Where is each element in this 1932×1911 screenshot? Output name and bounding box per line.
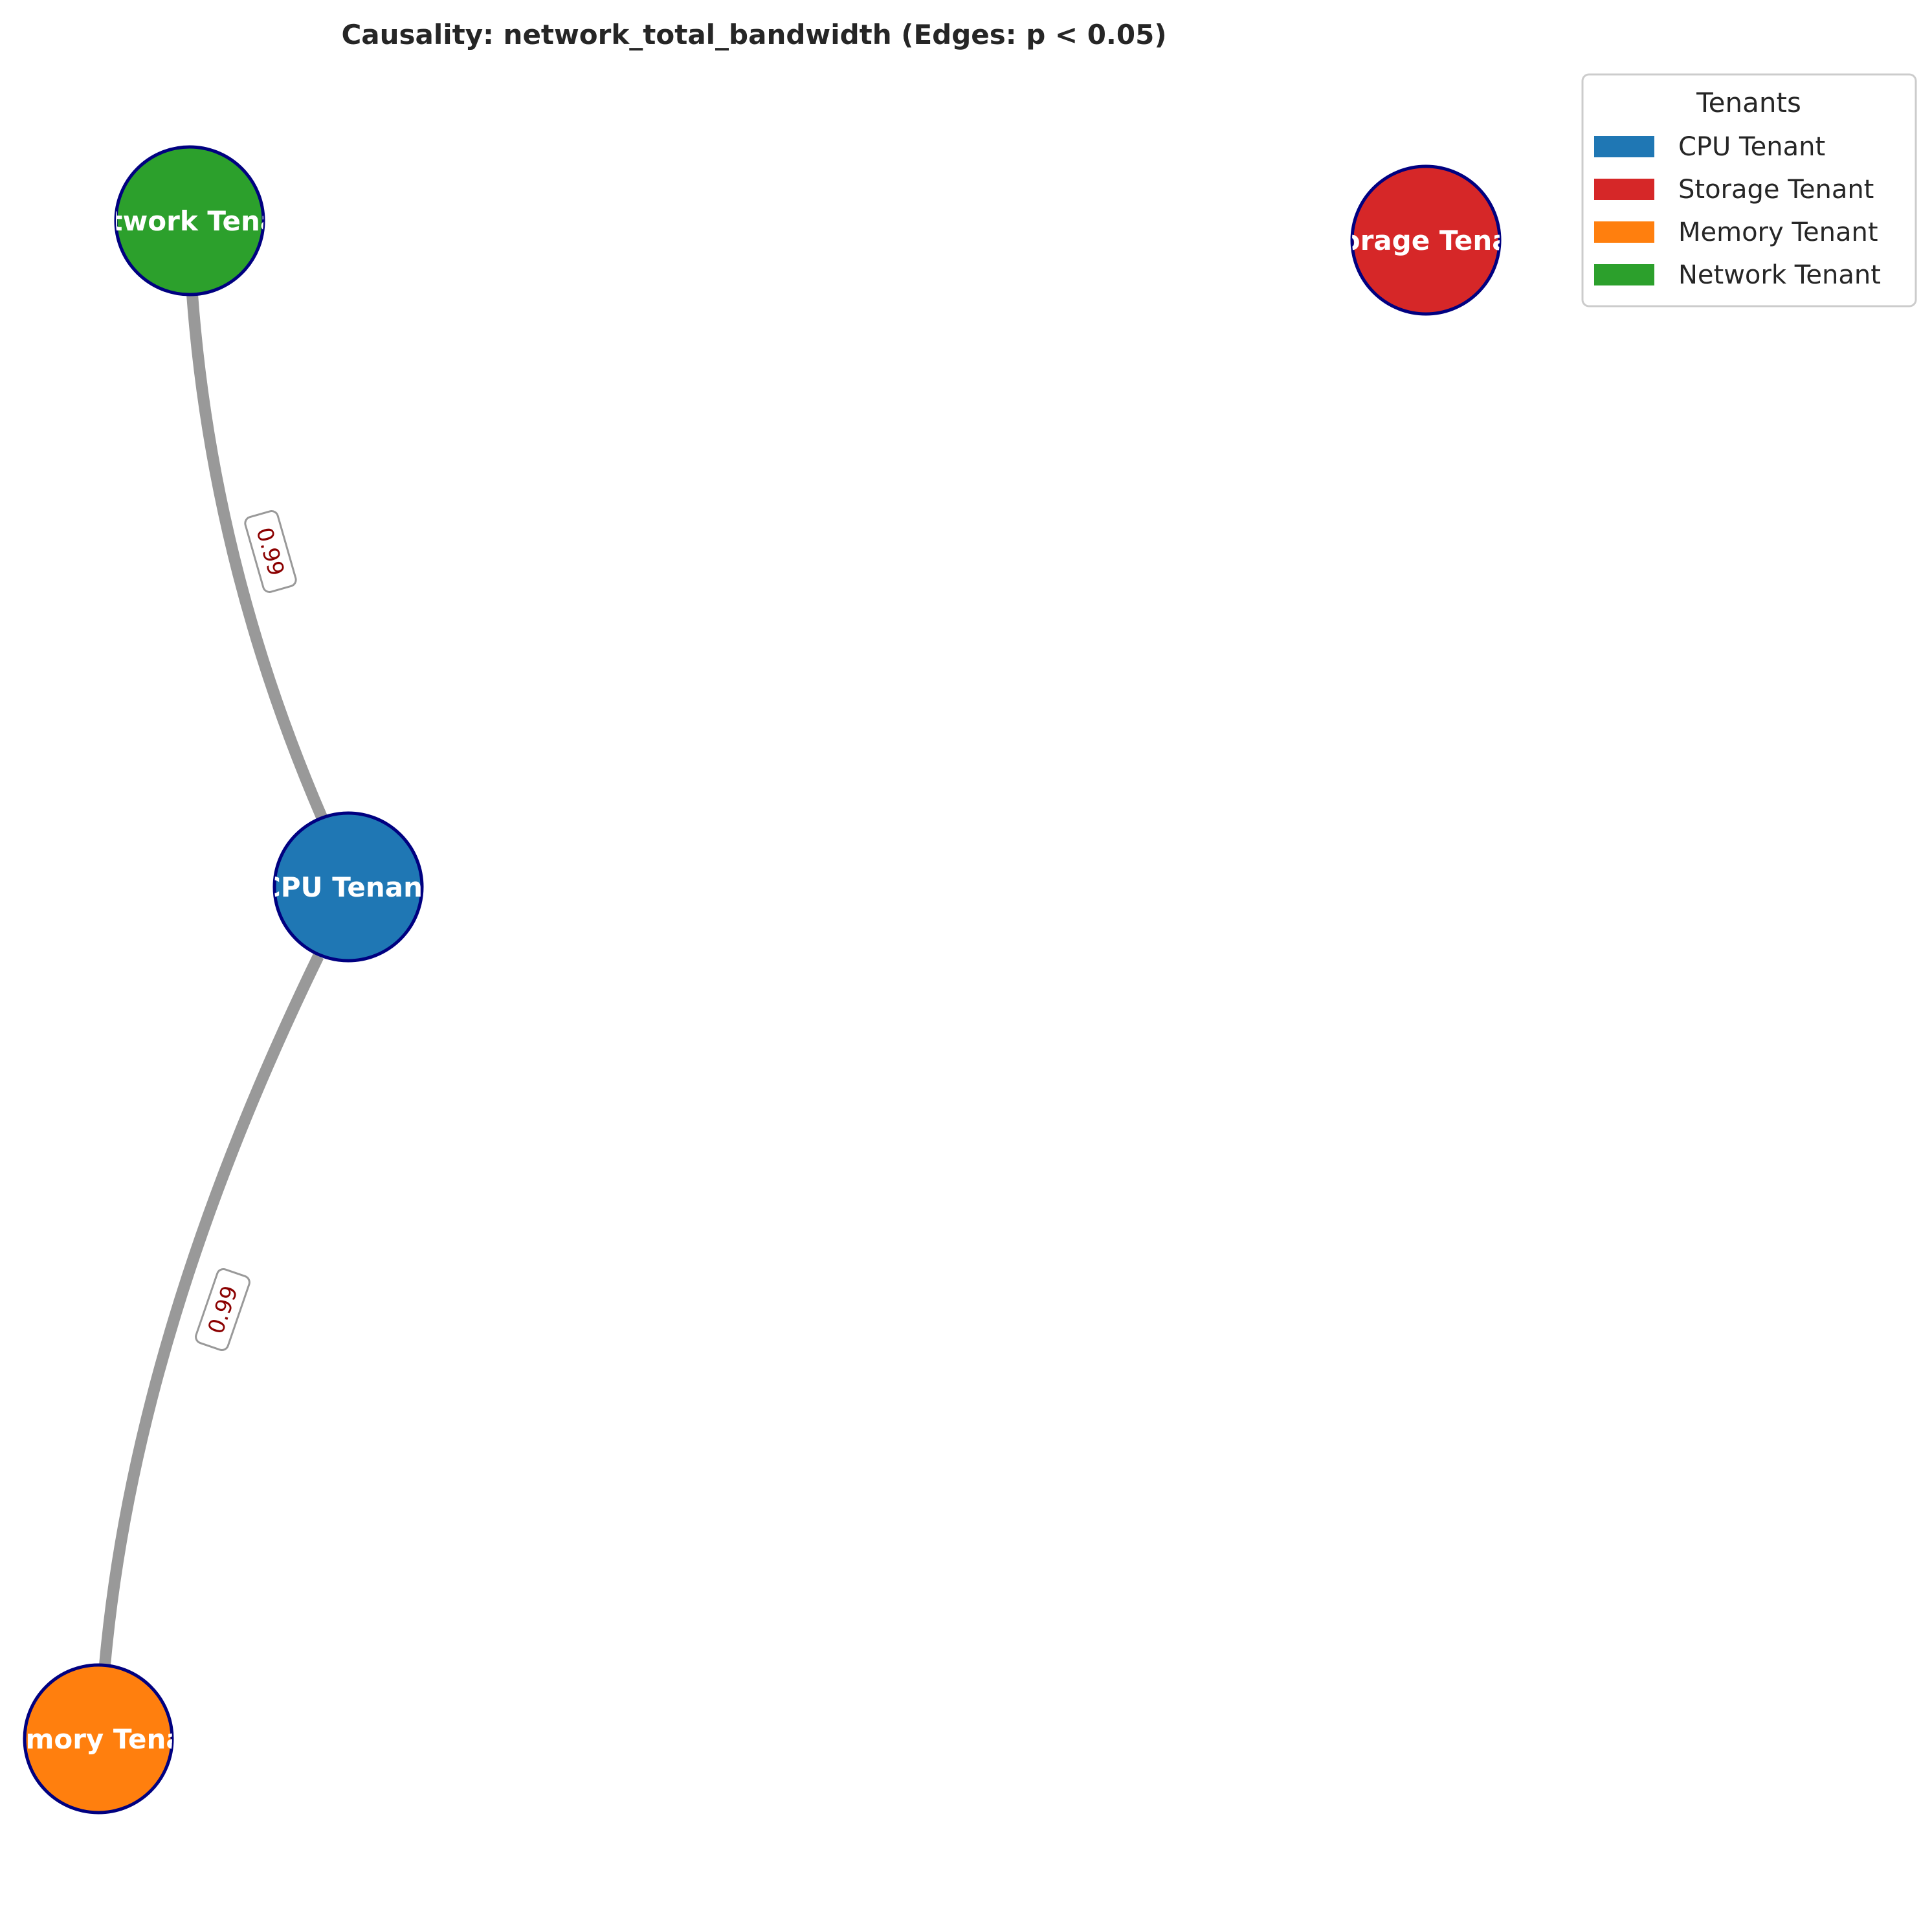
legend-title: Tenants [1696, 87, 1801, 118]
node-circle [1352, 166, 1500, 314]
node-label: Memory Tenant [0, 1723, 217, 1755]
node-border [272, 811, 424, 963]
node-storage-tenant: Storage Tenant [1309, 164, 1542, 316]
edge-label-cpu-network: 0.99 [244, 510, 297, 593]
legend-swatch [1594, 221, 1654, 243]
node-network-tenant: Network Tenant [69, 145, 311, 296]
node-label: Storage Tenant [1309, 225, 1542, 256]
edge-cpu-memory [99, 954, 324, 1666]
node-label: Network Tenant [69, 205, 311, 237]
legend-label: Memory Tenant [1678, 218, 1878, 247]
legend: Tenants CPU Tenant Storage Tenant Memory… [1581, 73, 1917, 307]
legend-label: CPU Tenant [1678, 132, 1825, 162]
node-memory-tenant: Memory Tenant [0, 1663, 217, 1815]
node-circle [116, 147, 263, 295]
legend-label: Network Tenant [1678, 260, 1881, 290]
node-circle [25, 1665, 172, 1813]
node-label: CPU Tenant [261, 871, 436, 903]
edges [99, 294, 328, 1666]
legend-frame [1581, 73, 1917, 307]
edge-label-cpu-memory: 0.99 [195, 1268, 250, 1351]
chart-title: Causality: network_total_bandwidth (Edge… [341, 19, 1166, 50]
node-circle [274, 813, 422, 961]
legend-swatch [1594, 264, 1654, 285]
legend-swatch [1594, 179, 1654, 200]
node-border [114, 145, 265, 296]
legend-swatch [1594, 136, 1654, 157]
node-cpu-tenant: CPU Tenant [261, 811, 436, 963]
node-border [1350, 164, 1502, 316]
node-border [23, 1663, 174, 1815]
legend-label: Storage Tenant [1678, 175, 1874, 205]
edge-cpu-network [186, 294, 328, 820]
